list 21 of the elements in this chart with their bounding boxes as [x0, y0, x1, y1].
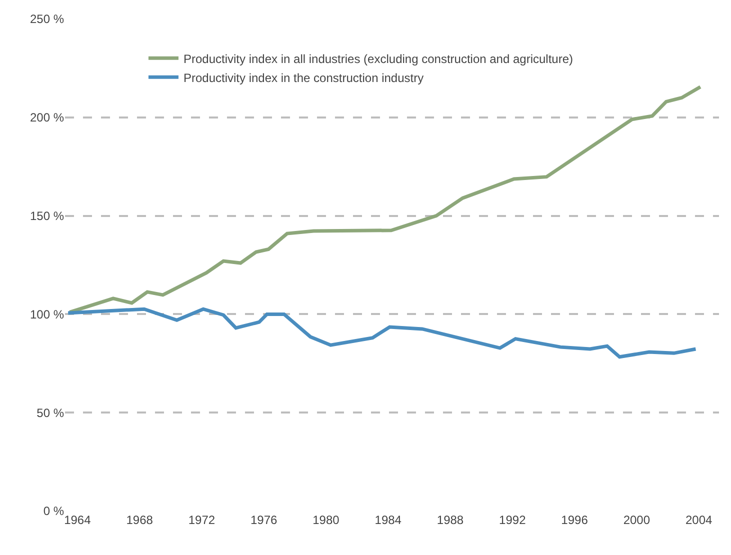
legend-label: Productivity index in all industries (excluding construction and agriculture)	[183, 52, 574, 66]
x-tick-label: 1964	[64, 513, 92, 527]
x-tick-label: 1996	[561, 513, 588, 527]
x-tick-label: 2000	[623, 513, 650, 527]
y-tick-label: 250 %	[30, 12, 64, 26]
x-tick-label: 1980	[312, 513, 340, 527]
y-tick-label: 150 %	[30, 209, 64, 223]
legend-label: Productivity index in the construction industry	[183, 70, 424, 85]
x-tick-label: 1976	[250, 513, 278, 527]
x-tick-label: 1992	[499, 513, 526, 527]
x-tick-label: 1972	[188, 513, 216, 527]
y-tick-label: 100 %	[30, 307, 64, 322]
x-tick-label: 1968	[126, 513, 154, 527]
y-tick-label: 50 %	[36, 406, 64, 420]
line-series	[66, 307, 698, 359]
y-tick-label: 0 %	[43, 504, 64, 518]
line-series	[68, 85, 702, 314]
x-tick-label: 1984	[374, 513, 402, 527]
x-tick-label: 2004	[685, 513, 712, 527]
y-tick-label: 200 %	[30, 110, 64, 125]
x-tick-label: 1988	[436, 513, 464, 527]
